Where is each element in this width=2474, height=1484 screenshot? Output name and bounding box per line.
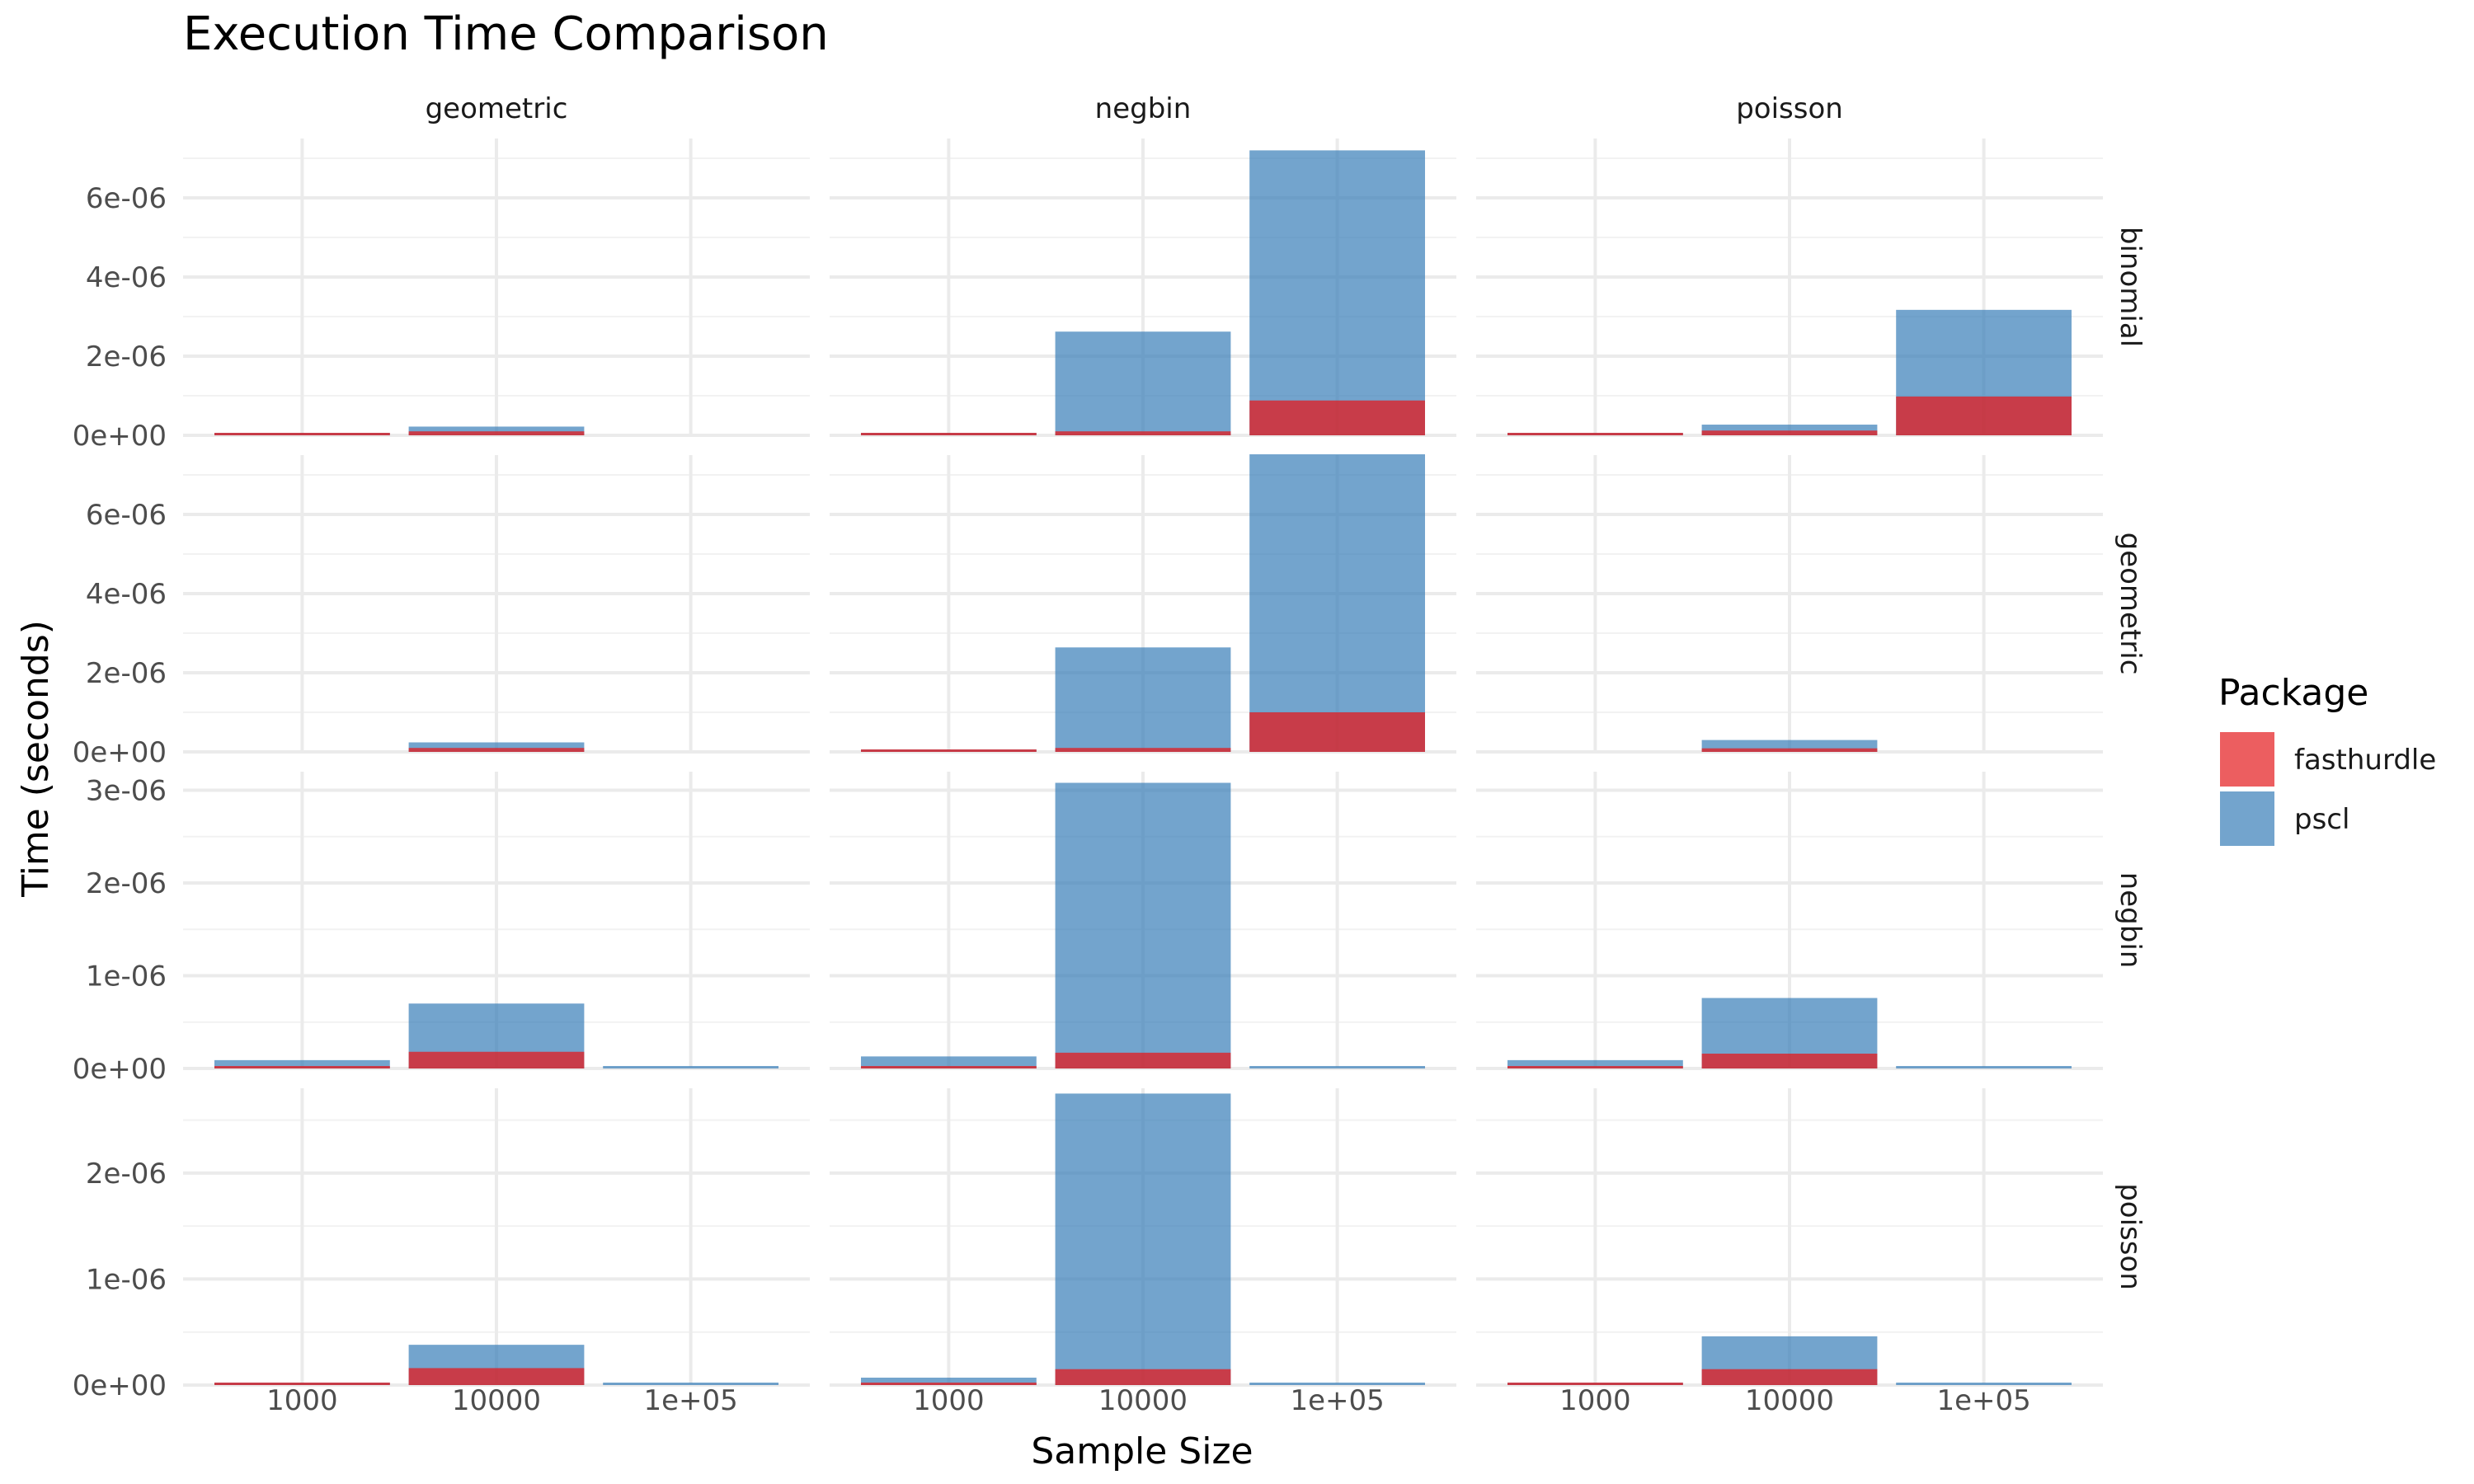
- y-tick-label: 2e-06: [86, 657, 167, 690]
- bar-fasthurdle-1000: [861, 433, 1037, 435]
- bar-fasthurdle-1000: [861, 749, 1037, 752]
- bar-pscl-1e+05: [1249, 454, 1425, 752]
- bar-pscl-10000: [1055, 331, 1231, 435]
- bar-fasthurdle-10000: [408, 1368, 585, 1385]
- bar-fasthurdle-10000: [408, 748, 585, 752]
- x-tick-label: 1000: [266, 1384, 338, 1417]
- bar-fasthurdle-10000: [1055, 748, 1231, 752]
- bar-fasthurdle-1000: [214, 433, 390, 435]
- bar-pscl-1000: [214, 1059, 390, 1068]
- bar-pscl-1e+05: [1896, 1066, 2072, 1068]
- bar-fasthurdle-1000: [861, 1066, 1037, 1068]
- y-tick-label: 6e-06: [86, 499, 167, 532]
- bar-pscl-1e+05: [1249, 150, 1425, 435]
- panel-negbin-poisson: [1476, 772, 2103, 1070]
- panel-geometric-poisson: [1476, 455, 2103, 754]
- bar-pscl-1e+05: [1896, 1383, 2072, 1385]
- x-axis-title: Sample Size: [1031, 1430, 1253, 1472]
- panel-binomial-negbin: [830, 139, 1456, 437]
- x-tick-label: 1e+05: [643, 1384, 737, 1417]
- y-tick-label: 3e-06: [86, 775, 167, 808]
- panel-poisson-negbin: [830, 1088, 1456, 1387]
- bar-pscl-1e+05: [1249, 1383, 1425, 1385]
- panel-negbin-negbin: [830, 772, 1456, 1070]
- y-tick-label: 6e-06: [86, 182, 167, 215]
- chart-title: Execution Time Comparison: [183, 7, 829, 61]
- bar-fasthurdle-10000: [408, 431, 585, 435]
- bar-fasthurdle-1e+05: [1249, 712, 1425, 752]
- y-tick-label: 2e-06: [86, 340, 167, 373]
- x-tick-label: 10000: [1745, 1384, 1834, 1417]
- strip-label-col-geometric: geometric: [426, 92, 568, 125]
- bar-fasthurdle-1e+05: [1249, 400, 1425, 435]
- panel-geometric-geometric: [183, 455, 810, 754]
- legend-label-pscl: pscl: [2294, 803, 2349, 836]
- y-tick-label: 0e+00: [73, 1053, 167, 1086]
- panel-binomial-poisson: [1476, 139, 2103, 437]
- facet-panels: geometric negbin poisson binomial 0e+00 2e-06…: [73, 92, 2147, 1417]
- bar-pscl-10000: [408, 426, 585, 435]
- x-tick-label: 1000: [913, 1384, 985, 1417]
- x-tick-label: 1000: [1559, 1384, 1631, 1417]
- y-tick-label: 1e-06: [86, 1263, 167, 1296]
- y-tick-label: 4e-06: [86, 578, 167, 611]
- bar-pscl-1e+05: [1249, 1066, 1425, 1068]
- x-tick-label: 10000: [452, 1384, 541, 1417]
- strip-label-row-geometric: geometric: [2114, 533, 2147, 675]
- bar-fasthurdle-1000: [1507, 433, 1683, 435]
- bar-pscl-1000: [861, 1378, 1037, 1385]
- bar-pscl-10000: [408, 742, 585, 752]
- strip-label-row-negbin: negbin: [2114, 872, 2147, 969]
- bar-fasthurdle-1000: [214, 1066, 390, 1068]
- panel-negbin-geometric: [183, 772, 810, 1070]
- legend-swatch-fasthurdle: [2220, 732, 2274, 787]
- y-tick-label: 0e+00: [73, 1369, 167, 1402]
- strip-label-col-negbin: negbin: [1095, 92, 1192, 125]
- y-tick-label: 2e-06: [86, 867, 167, 900]
- y-axis-title: Time (seconds): [15, 620, 57, 898]
- strip-label-row-poisson: poisson: [2114, 1183, 2147, 1290]
- bar-pscl-1e+05: [603, 1383, 778, 1385]
- bar-fasthurdle-10000: [408, 1051, 585, 1068]
- strip-label-row-binomial: binomial: [2114, 227, 2147, 347]
- legend-label-fasthurdle: fasthurdle: [2294, 744, 2436, 777]
- bar-fasthurdle-10000: [1701, 1369, 1878, 1385]
- bar-fasthurdle-10000: [1701, 430, 1878, 435]
- y-tick-label: 1e-06: [86, 960, 167, 993]
- bar-pscl-10000: [1055, 782, 1231, 1068]
- y-tick-label: 2e-06: [86, 1158, 167, 1190]
- legend-title: Package: [2218, 672, 2368, 714]
- bar-fasthurdle-1000: [1507, 1066, 1683, 1068]
- bar-fasthurdle-10000: [1055, 431, 1231, 435]
- legend-swatch-pscl: [2220, 791, 2274, 846]
- x-tick-label: 10000: [1098, 1384, 1188, 1417]
- y-tick-label: 4e-06: [86, 261, 167, 294]
- bar-fasthurdle-1000: [214, 1383, 390, 1385]
- bar-fasthurdle-1000: [1507, 1383, 1683, 1385]
- panel-poisson-poisson: [1476, 1088, 2103, 1387]
- x-tick-label: 1e+05: [1936, 1384, 2030, 1417]
- bar-pscl-1000: [1507, 1059, 1683, 1068]
- bar-fasthurdle-10000: [1701, 748, 1878, 752]
- bar-fasthurdle-1e+05: [1896, 396, 2072, 435]
- legend: Package fasthurdle pscl: [2218, 672, 2436, 846]
- panel-poisson-geometric: [183, 1088, 810, 1387]
- bar-pscl-10000: [1055, 647, 1231, 752]
- panel-geometric-negbin: [830, 454, 1456, 754]
- bar-fasthurdle-10000: [1701, 1054, 1878, 1068]
- x-tick-label: 1e+05: [1290, 1384, 1384, 1417]
- bar-fasthurdle-10000: [1055, 1052, 1231, 1068]
- bar-pscl-1000: [861, 1056, 1037, 1068]
- bar-fasthurdle-10000: [1055, 1369, 1231, 1385]
- bar-pscl-1e+05: [603, 1066, 778, 1068]
- panel-binomial-geometric: [183, 139, 810, 437]
- bar-fasthurdle-1000: [861, 1383, 1037, 1385]
- y-tick-label: 0e+00: [73, 736, 167, 769]
- bar-pscl-10000: [1055, 1093, 1231, 1385]
- strip-label-col-poisson: poisson: [1736, 92, 1843, 125]
- y-tick-label: 0e+00: [73, 420, 167, 453]
